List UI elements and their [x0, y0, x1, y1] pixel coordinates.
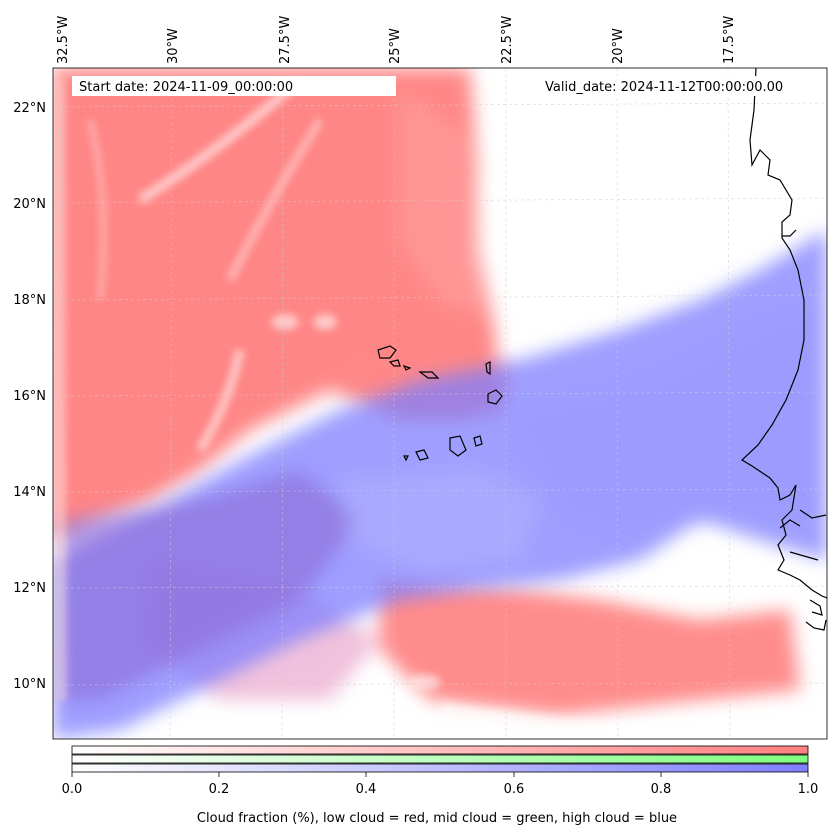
- start-date-box: Start date: 2024-11-09_00:00:00: [72, 76, 396, 96]
- coastlines: [741, 68, 827, 631]
- lon-tick-label: 17.5°W: [722, 16, 737, 64]
- lon-tick-label: 25°W: [388, 28, 403, 64]
- lat-tick-label: 18°N: [13, 293, 46, 308]
- colorbar-tick-label: 0.6: [504, 782, 525, 797]
- graticule: [53, 68, 827, 739]
- colorbar-high-cloud: [72, 764, 808, 772]
- colorbar-tick-label: 1.0: [798, 782, 819, 797]
- colorbar-low-cloud: [72, 746, 808, 754]
- lat-tick-label: 10°N: [13, 677, 46, 692]
- lat-tick-label: 12°N: [13, 581, 46, 596]
- lon-tick-label: 32.5°W: [56, 16, 71, 64]
- latitude-labels: 22°N 20°N 18°N 16°N 14°N 12°N 10°N: [13, 101, 46, 692]
- colorbar-tick-label: 0.2: [209, 782, 230, 797]
- colorbar: 0.0 0.2 0.4 0.6 0.8 1.0 Cloud fraction (…: [62, 745, 819, 826]
- lon-tick-label: 30°W: [166, 28, 181, 64]
- lon-tick-label: 27.5°W: [278, 16, 293, 64]
- start-date-label: Start date: 2024-11-09_00:00:00: [79, 80, 293, 95]
- lon-tick-label: 22.5°W: [500, 16, 515, 64]
- lat-tick-label: 22°N: [13, 101, 46, 116]
- lon-tick-label: 20°W: [611, 28, 626, 64]
- cloud-field: [53, 68, 827, 739]
- lat-tick-label: 20°N: [13, 197, 46, 212]
- valid-date-box: Valid_date: 2024-11-12T00:00:00.00: [538, 76, 808, 96]
- colorbar-label: Cloud fraction (%), low cloud = red, mid…: [197, 811, 677, 826]
- africa-coastline: [741, 68, 827, 599]
- colorbar-tick-label: 0.4: [356, 782, 377, 797]
- valid-date-label: Valid_date: 2024-11-12T00:00:00.00: [545, 80, 783, 95]
- colorbar-tick-label: 0.8: [651, 782, 672, 797]
- lat-tick-label: 16°N: [13, 389, 46, 404]
- cape-verde-islands: [377, 345, 503, 462]
- colorbar-mid-cloud: [72, 755, 808, 763]
- lat-tick-label: 14°N: [13, 485, 46, 500]
- high-cloud-layer: [53, 230, 827, 739]
- longitude-labels: 32.5°W 30°W 27.5°W 25°W 22.5°W 20°W 17.5…: [56, 16, 737, 64]
- colorbar-tick-label: 0.0: [62, 782, 83, 797]
- map-panel: Start date: 2024-11-09_00:00:00 Valid_da…: [52, 67, 828, 740]
